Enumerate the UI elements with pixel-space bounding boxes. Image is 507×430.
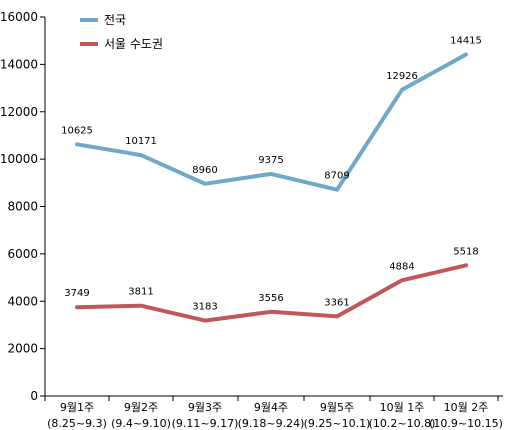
data-label: 12926 [386,71,418,82]
y-tick-label: 10000 [0,152,38,166]
x-tick-sublabel: (9.4~9.10) [111,417,171,430]
y-tick-label: 0 [30,389,38,403]
x-tick-label: 9월1주 [60,401,94,414]
x-tick-sublabel: (8.25~9.3) [47,417,107,430]
data-label: 3749 [64,288,89,299]
x-tick-sublabel: (10.9~10.15) [429,417,503,430]
y-tick-label: 16000 [0,10,38,24]
data-label: 10625 [61,125,93,136]
data-label: 5518 [453,246,478,257]
x-tick-sublabel: (9.18~9.24) [238,417,305,430]
x-tick-label: 9월5주 [320,401,354,414]
data-label: 9375 [258,155,283,166]
data-label: 8960 [192,165,217,176]
y-tick-label: 14000 [0,57,38,71]
x-tick-sublabel: (9.11~9.17) [172,417,239,430]
legend-label: 전국 [104,13,126,27]
data-labels: 10625 10171 8960 9375 8709 12926 14415 3749 3811… [61,36,482,313]
legend-label: 서울 수도권 [104,37,163,51]
x-tick-label: 9월4주 [254,401,288,414]
series-lines [75,52,468,323]
y-tick-label: 4000 [7,294,38,308]
data-label: 14415 [450,36,482,47]
y-axis-ticks: 0 2000 4000 6000 8000 10000 12000 14000 16000 [0,10,45,403]
x-tick-label: 9월2주 [124,401,158,414]
x-tick-sublabel: (10.2~10.8) [369,417,436,430]
y-tick-label: 8000 [7,200,38,214]
x-tick-label: 10월 2주 [444,401,489,414]
data-label: 10171 [125,136,157,147]
x-tick-label: 9월3주 [188,401,222,414]
data-label: 4884 [389,261,414,272]
data-label: 3811 [128,287,153,298]
x-tick-sublabel: (9.25~10.1) [304,417,371,430]
data-label: 3361 [324,297,349,308]
x-axis-ticks: 9월1주 (8.25~9.3) 9월2주 (9.4~9.10) 9월3주 (9.11~9.… [44,396,503,430]
data-label: 8709 [324,171,349,182]
x-tick-label: 10월 1주 [380,401,425,414]
y-tick-label: 2000 [7,342,38,356]
y-tick-label: 6000 [7,247,38,261]
data-label: 3556 [258,293,283,304]
data-label: 3183 [192,302,217,313]
y-tick-label: 12000 [0,105,38,119]
